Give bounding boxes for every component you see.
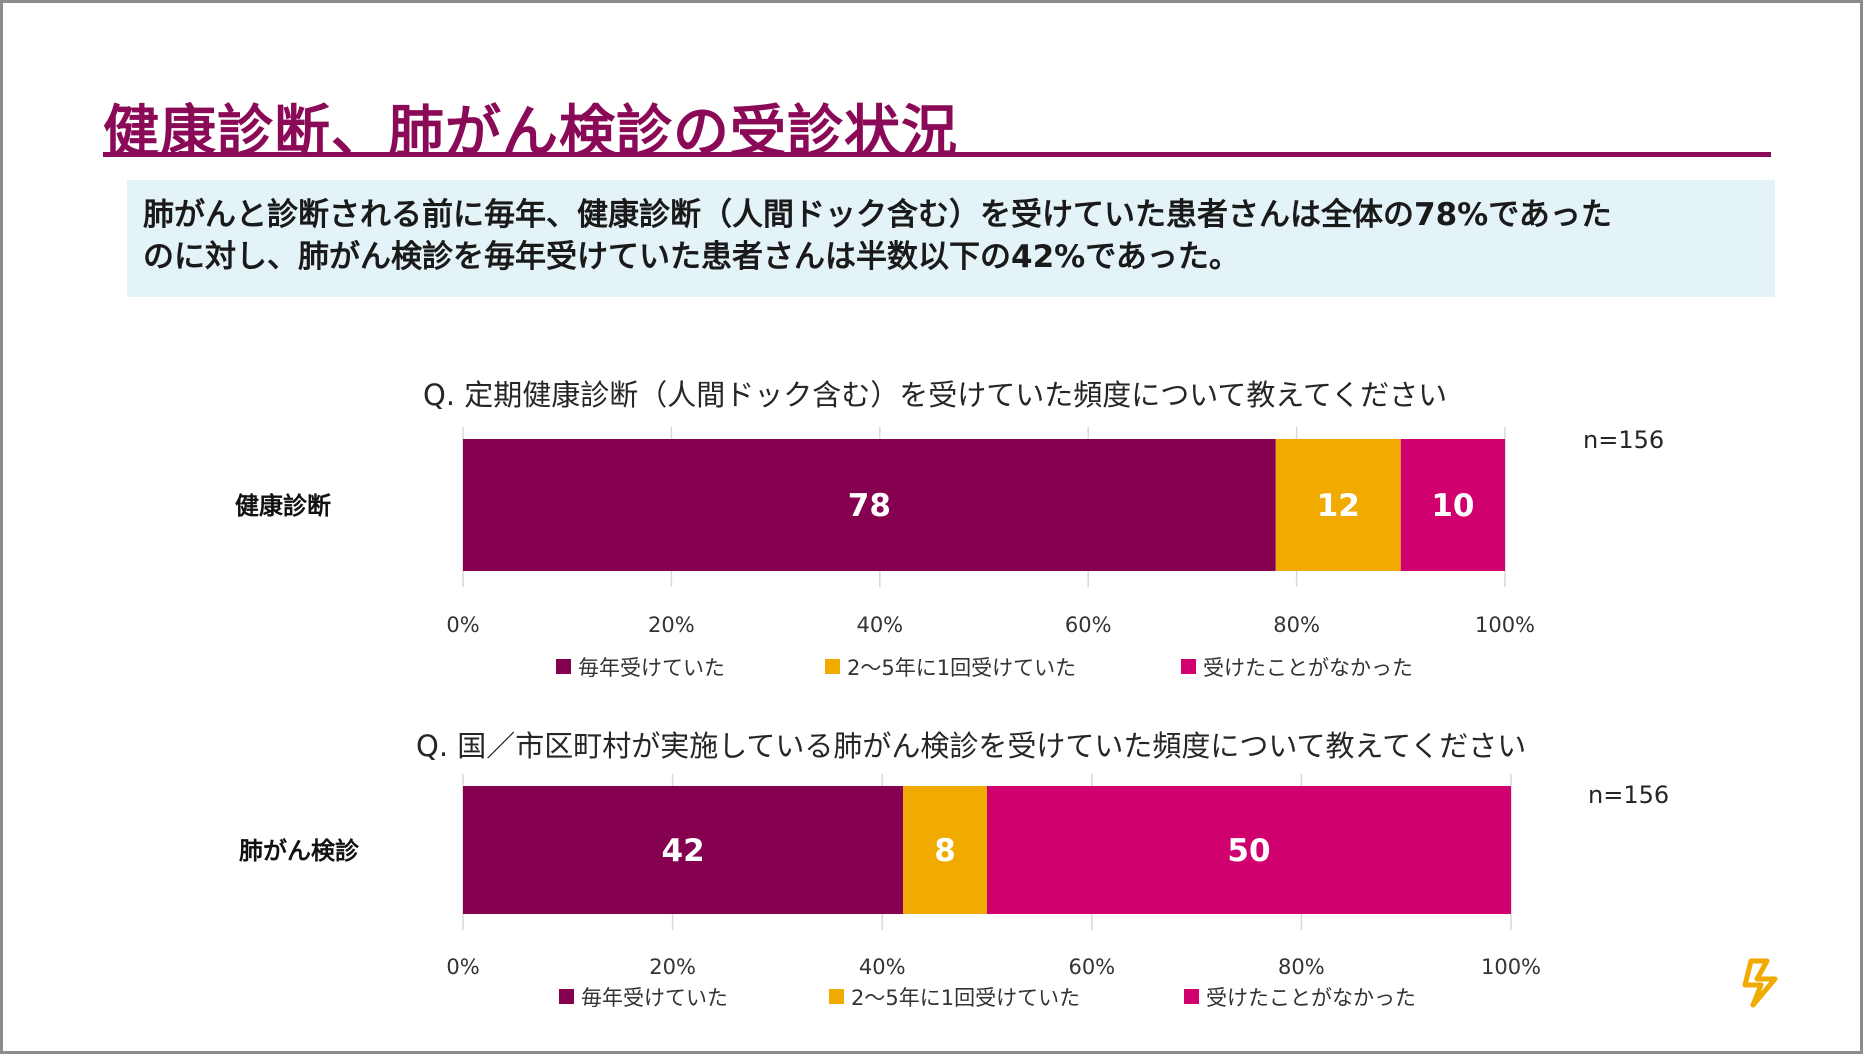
chart-2-legend-swatch-every-2-5-years (829, 989, 844, 1004)
chart-1-value-label-every-2-5-years: 12 (1317, 488, 1360, 524)
chart-2-tick-label: 60% (1068, 955, 1115, 979)
chart-2-legend-label-every-2-5-years: 2～5年に1回受けていた (851, 986, 1080, 1010)
chart-1-value-label-never: 10 (1431, 488, 1474, 524)
summary-line-1: 肺がんと診断される前に毎年、健康診断（人間ドック含む）を受けていた患者さんは全体… (143, 197, 1612, 233)
chart-2-value-label-every-2-5-years: 8 (934, 833, 956, 869)
chart-1-tick-label: 60% (1065, 613, 1112, 637)
chart-1-tick-label: 40% (856, 613, 903, 637)
chart-1-bar-never (1400, 439, 1505, 571)
chart-1-legend-label-never: 受けたことがなかった (1203, 656, 1413, 680)
chart-2-tick-label: 20% (649, 955, 696, 979)
chart-2-value-label-every-year: 42 (662, 833, 705, 869)
chart-2-value-label-never: 50 (1227, 833, 1270, 869)
chart-1-tick-label: 20% (648, 613, 695, 637)
chart-1-category-label: 健康診断 (235, 492, 331, 520)
chart-2-legend-swatch-every-year (559, 989, 574, 1004)
chart-2-tick-label: 0% (446, 955, 479, 979)
chart-1-legend-swatch-every-year (556, 659, 571, 674)
chart-1-tick-label: 80% (1273, 613, 1320, 637)
chart-1-bar-every-2-5-years (1275, 439, 1401, 571)
chart-1-legend-label-every-year: 毎年受けていた (578, 656, 725, 680)
chart-2-question-title: Q. 国／市区町村が実施している肺がん検診を受けていた頻度について教えてください (416, 729, 1526, 763)
chart-2-sample-size: n=156 (1588, 781, 1669, 809)
chart-1-legend-swatch-every-2-5-years (825, 659, 840, 674)
chart-2-bar-every-2-5-years (903, 786, 987, 914)
chart-2-tick-label: 80% (1278, 955, 1325, 979)
chart-2-legend-swatch-never (1184, 989, 1199, 1004)
summary-box: 肺がんと診断される前に毎年、健康診断（人間ドック含む）を受けていた患者さんは全体… (127, 180, 1775, 297)
summary-line-2: のに対し、肺がん検診を毎年受けていた患者さんは半数以下の42%であった。 (143, 239, 1240, 275)
title-underline (103, 152, 1771, 157)
chart-1-bar-every-year (463, 439, 1276, 571)
chart-1-legend-swatch-never (1181, 659, 1196, 674)
chart-2-legend-label-every-year: 毎年受けていた (581, 986, 728, 1010)
chart-2-tick-label: 100% (1481, 955, 1541, 979)
chart-2-tick-label: 40% (859, 955, 906, 979)
chart-2-bar-never (987, 786, 1511, 914)
chart-2-bar-every-year (463, 786, 904, 914)
chart-1-tick-label: 0% (446, 613, 479, 637)
chart-2-category-label: 肺がん検診 (239, 837, 360, 865)
chart-1-tick-label: 100% (1475, 613, 1535, 637)
chart-2-legend-label-never: 受けたことがなかった (1206, 986, 1416, 1010)
chart-1-sample-size: n=156 (1583, 426, 1664, 454)
chart-1-value-label-every-year: 78 (848, 488, 891, 524)
astrazeneca-logo-icon (1742, 958, 1778, 1008)
chart-1-question-title: Q. 定期健康診断（人間ドック含む）を受けていた頻度について教えてください (423, 378, 1447, 412)
chart-1-legend-label-every-2-5-years: 2～5年に1回受けていた (847, 656, 1076, 680)
charts-canvas: Q. 定期健康診断（人間ドック含む）を受けていた頻度について教えてください n=1… (235, 378, 1669, 1010)
